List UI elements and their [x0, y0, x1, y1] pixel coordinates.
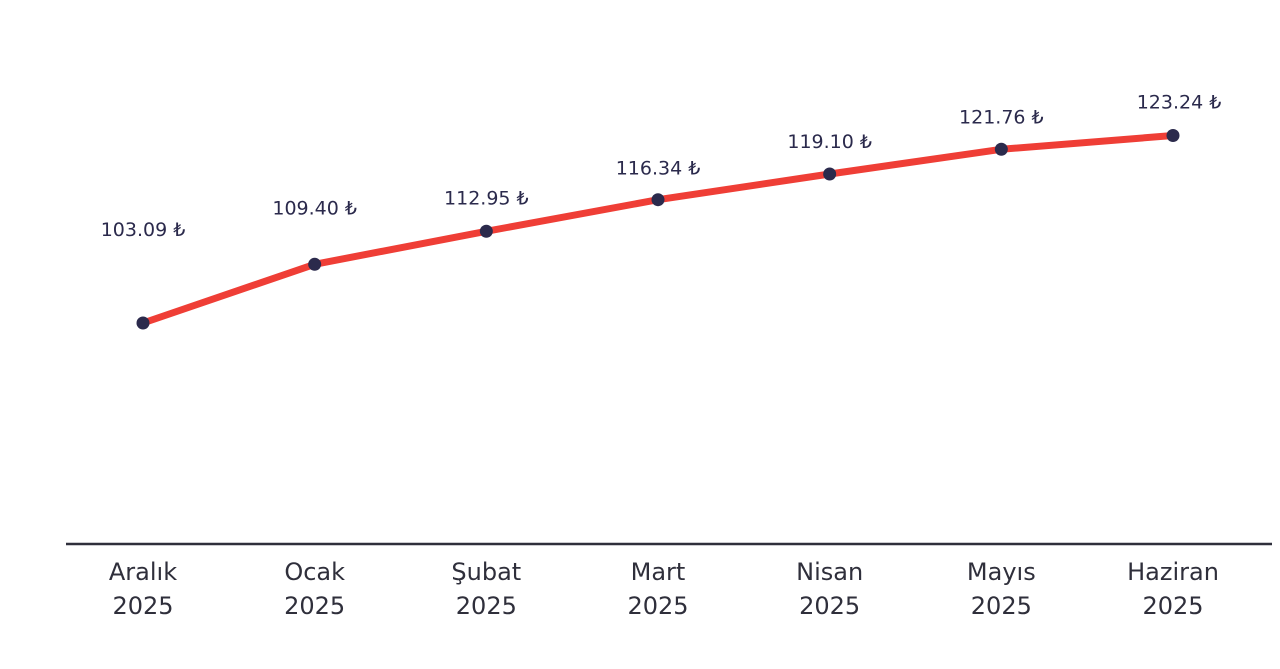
- x-tick-year-label: 2025: [456, 592, 517, 620]
- data-value-label: 109.40 ₺: [272, 197, 357, 219]
- data-point-marker: [823, 167, 837, 181]
- data-value-label: 121.76 ₺: [959, 106, 1044, 128]
- data-point-marker: [651, 193, 665, 207]
- x-tick-year-label: 2025: [1142, 592, 1203, 620]
- x-tick-year-label: 2025: [799, 592, 860, 620]
- tick-layer: Aralık 2025 Ocak 2025 Şubat 2025 Mart 2025 Nisan…: [109, 558, 1219, 620]
- marker-layer: [136, 129, 1180, 330]
- x-tick-year-label: 2025: [627, 592, 688, 620]
- data-point-marker: [136, 316, 150, 330]
- data-value-label: 116.34 ₺: [616, 158, 701, 180]
- x-tick-month-label: Mayıs: [967, 558, 1036, 586]
- x-tick-month-label: Mart: [631, 558, 686, 586]
- x-tick-month-label: Nisan: [796, 558, 863, 586]
- data-value-label: 123.24 ₺: [1137, 92, 1222, 114]
- data-value-label: 119.10 ₺: [787, 131, 872, 153]
- x-tick-month-label: Aralık: [109, 558, 177, 586]
- data-value-label: 103.09 ₺: [101, 219, 186, 241]
- label-layer: 103.09 ₺ 109.40 ₺ 112.95 ₺ 116.34 ₺ 119.10 ₺…: [101, 92, 1222, 242]
- x-tick-year-label: 2025: [112, 592, 173, 620]
- data-point-marker: [479, 224, 493, 238]
- x-tick-month-label: Ocak: [284, 558, 345, 586]
- data-point-marker: [1166, 129, 1180, 142]
- x-tick-year-label: 2025: [284, 592, 345, 620]
- x-tick-month-label: Şubat: [451, 558, 521, 586]
- data-point-marker: [994, 142, 1008, 156]
- x-tick-year-label: 2025: [971, 592, 1032, 620]
- data-value-label: 112.95 ₺: [444, 187, 529, 209]
- data-point-marker: [308, 257, 322, 271]
- x-tick-month-label: Haziran: [1127, 558, 1219, 586]
